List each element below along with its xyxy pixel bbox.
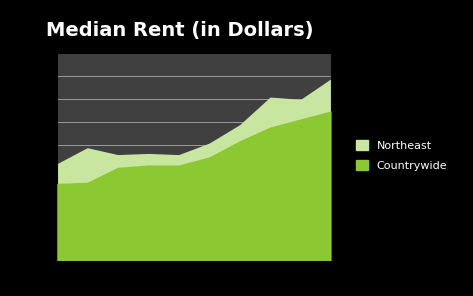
Text: Median Rent (in Dollars): Median Rent (in Dollars) — [46, 21, 314, 40]
Legend: Northeast, Countrywide: Northeast, Countrywide — [351, 135, 453, 176]
